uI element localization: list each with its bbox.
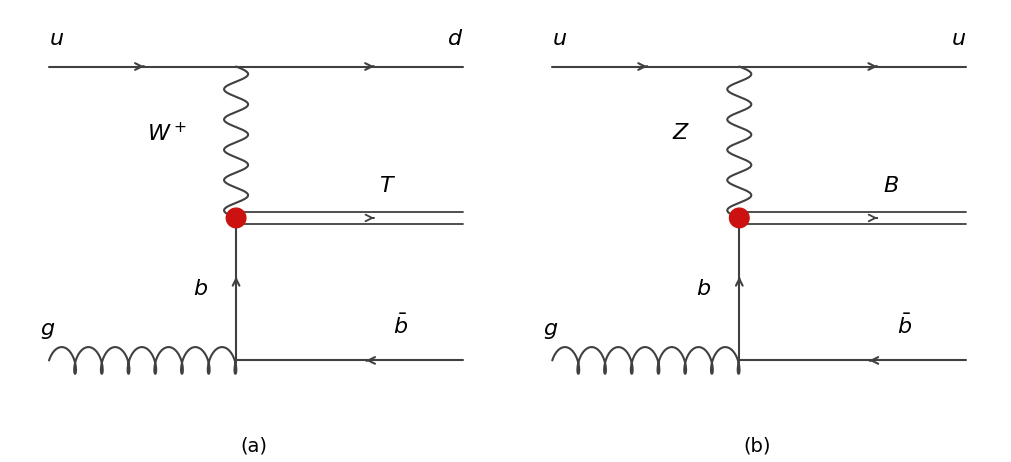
Text: $u$: $u$: [552, 29, 567, 49]
Circle shape: [226, 208, 246, 228]
Text: $u$: $u$: [50, 29, 64, 49]
Text: (a): (a): [241, 436, 267, 455]
Text: $\bar{b}$: $\bar{b}$: [393, 314, 408, 338]
Text: $T$: $T$: [379, 176, 396, 196]
Text: $W^+$: $W^+$: [147, 122, 187, 145]
Text: $\bar{b}$: $\bar{b}$: [897, 314, 912, 338]
Circle shape: [730, 208, 749, 228]
Text: $b$: $b$: [193, 279, 208, 299]
Text: $u$: $u$: [951, 29, 967, 49]
Text: $b$: $b$: [697, 279, 711, 299]
Text: $B$: $B$: [883, 176, 899, 196]
Text: $g$: $g$: [40, 322, 56, 341]
Text: $g$: $g$: [543, 322, 559, 341]
Text: (b): (b): [743, 436, 770, 455]
Text: $Z$: $Z$: [672, 123, 691, 143]
Text: $d$: $d$: [447, 29, 463, 49]
